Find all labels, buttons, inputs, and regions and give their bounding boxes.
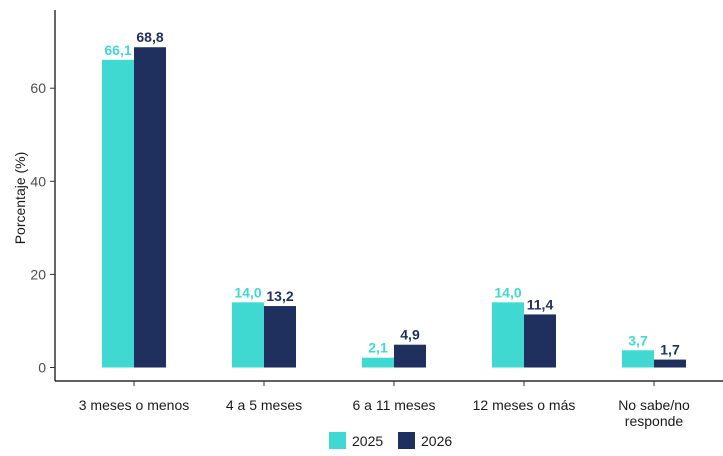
legend-label-2026: 2026: [421, 433, 452, 449]
bar-2025: [102, 59, 134, 368]
y-tick-label: 60: [30, 80, 46, 96]
data-label-2026: 11,4: [527, 296, 554, 312]
legend-label-2025: 2025: [352, 433, 383, 449]
bar-2026: [654, 359, 686, 368]
legend-swatch-2026: [398, 432, 415, 449]
x-tick-label: 6 a 11 meses: [352, 397, 435, 413]
bar-2026: [394, 344, 426, 368]
x-tick-label: 4 a 5 meses: [226, 397, 302, 413]
bar-2025: [232, 302, 264, 368]
y-tick-label: 40: [30, 173, 46, 189]
y-tick-label: 20: [30, 266, 46, 282]
legend-swatch-2025: [329, 432, 346, 449]
x-tick-label: responde: [625, 413, 684, 429]
x-tick-label: No sabe/no: [618, 397, 690, 413]
data-label-2026: 68,8: [136, 29, 163, 45]
data-label-2026: 4,9: [400, 327, 420, 343]
x-tick-label: 3 meses o menos: [79, 397, 190, 413]
data-label-2025: 14,0: [234, 284, 261, 300]
data-label-2025: 2,1: [368, 340, 388, 356]
y-axis-title: Porcentaje (%): [12, 152, 28, 245]
bar-2026: [264, 306, 296, 368]
bar-2025: [622, 350, 654, 368]
data-label-2026: 1,7: [660, 342, 680, 358]
data-label-2025: 14,0: [494, 284, 521, 300]
bar-2025: [362, 357, 394, 368]
data-label-2025: 66,1: [104, 42, 131, 58]
bar-2026: [134, 47, 166, 368]
data-label-2025: 3,7: [628, 332, 648, 348]
x-tick-label: 12 meses o más: [473, 397, 576, 413]
bar-2025: [492, 302, 524, 368]
bar-2026: [524, 314, 556, 368]
y-tick-label: 0: [38, 360, 46, 376]
data-label-2026: 13,2: [266, 288, 293, 304]
